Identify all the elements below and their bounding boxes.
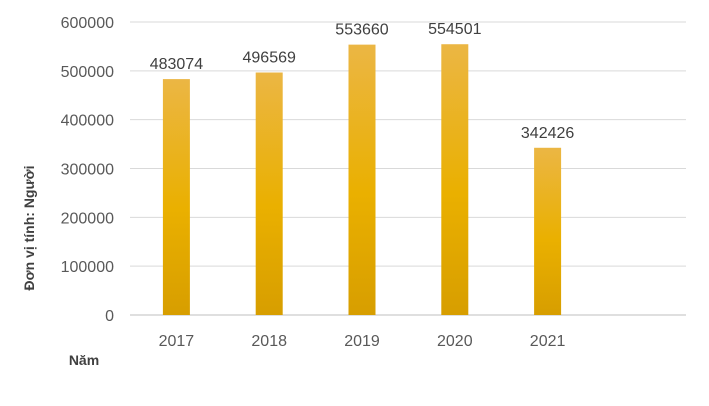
data-label: 496569	[243, 50, 296, 67]
y-tick-label: 200000	[61, 210, 114, 227]
y-axis-ticks: 0 100000 200000 300000 400000 500000 600000	[61, 15, 114, 325]
bars	[162, 44, 562, 316]
x-tick-label: 2019	[344, 333, 380, 350]
y-tick-label: 400000	[61, 113, 114, 130]
data-label: 554501	[428, 21, 481, 38]
x-tick-label: 2020	[437, 333, 473, 350]
x-tick-label: 2021	[530, 333, 566, 350]
y-tick-label: 500000	[61, 64, 114, 81]
y-tick-label: 300000	[61, 162, 114, 179]
data-label: 342426	[521, 125, 574, 142]
bar-2018	[255, 72, 283, 315]
x-tick-label: 2018	[251, 333, 287, 350]
bar-2021	[534, 147, 562, 315]
data-labels: 483074 496569 553660 554501 342426	[150, 21, 575, 142]
bar-2020	[441, 44, 469, 315]
y-tick-label: 600000	[61, 15, 114, 32]
x-tick-label: 2017	[159, 333, 195, 350]
bar-2017	[162, 79, 190, 315]
y-axis-title: Đơn vị tính: Người	[21, 166, 37, 291]
bar-2019	[348, 44, 376, 316]
data-label: 553660	[335, 22, 388, 39]
y-tick-label: 0	[105, 308, 114, 325]
x-axis-title: Năm	[69, 352, 99, 368]
y-tick-label: 100000	[61, 259, 114, 276]
gridlines	[130, 21, 686, 316]
data-label: 483074	[150, 56, 203, 73]
x-axis-ticks: 2017 2018 2019 2020 2021	[159, 333, 566, 350]
